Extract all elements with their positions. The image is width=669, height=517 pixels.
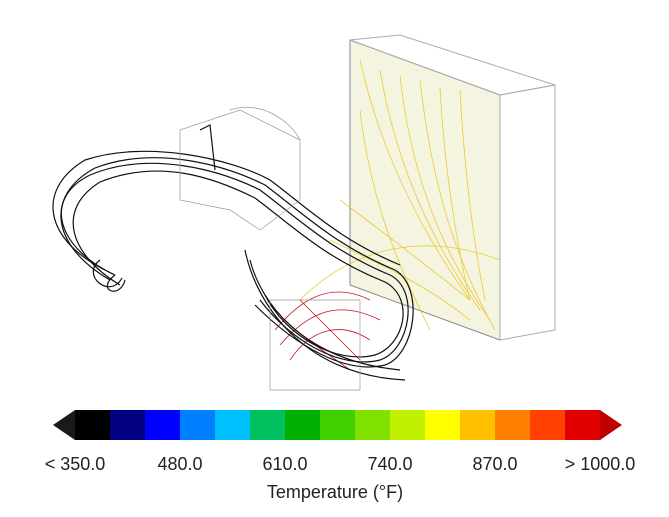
tick-label: < 350.0 <box>45 454 106 474</box>
color-swatch <box>250 410 286 440</box>
color-swatch <box>110 410 146 440</box>
color-swatch <box>355 410 391 440</box>
color-swatch <box>565 410 601 440</box>
tick-label: 740.0 <box>367 454 412 474</box>
duct-outline <box>180 107 360 390</box>
tick-label: 870.0 <box>472 454 517 474</box>
color-swatch <box>285 410 321 440</box>
high-arrow <box>600 410 622 440</box>
color-swatch <box>460 410 496 440</box>
page: < 350.0 480.0 610.0 740.0 870.0 > 1000.0 Temp… <box>0 0 669 517</box>
radiator-side <box>500 85 555 340</box>
radiator-front <box>350 40 500 340</box>
colorbar-title: Temperature (°F) <box>267 482 403 502</box>
color-swatch <box>495 410 531 440</box>
red-streamlines <box>275 292 380 370</box>
color-swatch <box>530 410 566 440</box>
color-swatch <box>425 410 461 440</box>
color-swatch <box>320 410 356 440</box>
color-swatch <box>145 410 181 440</box>
visualization: < 350.0 480.0 610.0 740.0 870.0 > 1000.0 Temp… <box>0 0 669 517</box>
geometry <box>53 35 555 390</box>
tick-label: 610.0 <box>262 454 307 474</box>
color-swatch <box>215 410 251 440</box>
color-swatch <box>180 410 216 440</box>
tick-label: 480.0 <box>157 454 202 474</box>
tick-label: > 1000.0 <box>565 454 636 474</box>
colorbar: < 350.0 480.0 610.0 740.0 870.0 > 1000.0 <box>45 410 636 474</box>
low-arrow <box>53 410 75 440</box>
color-swatch <box>390 410 426 440</box>
color-swatch <box>75 410 111 440</box>
